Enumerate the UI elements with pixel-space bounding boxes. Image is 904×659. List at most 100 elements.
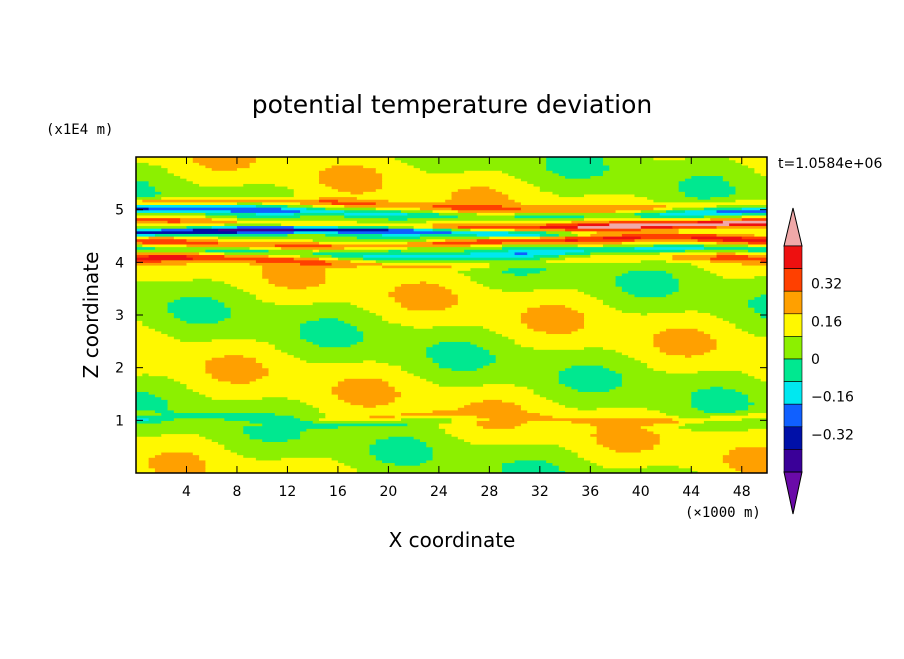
contour-cell	[407, 370, 560, 374]
contour-cell	[205, 465, 352, 469]
contour-cell	[457, 188, 497, 192]
contour-cell	[274, 243, 333, 248]
contour-cell	[748, 412, 767, 416]
contour-cell	[678, 278, 767, 282]
contour-cell	[464, 438, 598, 442]
contour-cell	[375, 441, 427, 445]
contour-cell	[382, 378, 427, 382]
contour-cell	[729, 465, 767, 469]
contour-cell	[136, 399, 169, 403]
contour-cell	[173, 236, 219, 240]
contour-cell	[710, 415, 767, 419]
contour-cell	[318, 196, 358, 200]
contour-cell	[501, 246, 636, 250]
contour-cell	[640, 225, 673, 229]
contour-cell	[136, 199, 143, 203]
contour-cell	[211, 357, 257, 361]
contour-cell	[432, 380, 560, 385]
contour-cell	[136, 233, 156, 237]
contour-cell	[262, 275, 326, 279]
contour-cell	[154, 188, 295, 192]
contour-cell	[255, 338, 307, 342]
contour-cell	[205, 370, 270, 374]
contour-cell	[520, 312, 585, 316]
contour-cell	[684, 157, 730, 161]
contour-cell	[205, 212, 257, 216]
contour-cell	[476, 233, 541, 237]
contour-cell	[716, 225, 767, 229]
contour-cell	[577, 309, 623, 313]
contour-cell	[666, 351, 705, 356]
contour-cell	[470, 228, 516, 232]
contour-cell	[659, 346, 718, 350]
contour-cell	[136, 241, 143, 245]
contour-cell	[211, 338, 257, 342]
contour-cell	[445, 430, 598, 435]
contour-cell	[205, 362, 263, 366]
contour-cell	[318, 241, 408, 245]
contour-cell	[419, 280, 427, 284]
contour-cell	[136, 359, 207, 363]
contour-cell	[678, 230, 767, 234]
contour-cell	[394, 288, 453, 292]
contour-cell	[331, 386, 396, 390]
contour-cell	[356, 325, 415, 329]
contour-cell	[432, 449, 572, 453]
contour-cell	[741, 417, 767, 421]
contour-cell	[584, 325, 737, 329]
contour-cell	[136, 212, 207, 216]
contour-cell	[520, 343, 655, 348]
contour-cell	[584, 317, 724, 321]
contour-cell	[375, 312, 522, 316]
contour-cell	[546, 164, 610, 169]
contour-cell	[634, 212, 661, 216]
contour-cell	[255, 212, 295, 216]
y-axis-label: Z coordinate	[79, 252, 103, 379]
contour-cell	[501, 465, 560, 469]
contour-cell	[489, 236, 541, 240]
contour-cell	[281, 222, 434, 227]
contour-cell	[136, 236, 150, 240]
contour-cell	[741, 214, 767, 219]
contour-cell	[167, 301, 225, 306]
contour-cell	[167, 404, 314, 408]
contour-cell	[584, 214, 642, 219]
contour-cell	[609, 220, 699, 224]
contour-cell	[300, 417, 320, 421]
contour-cell	[344, 378, 383, 382]
contour-cell	[748, 304, 767, 308]
contour-cell	[584, 320, 730, 324]
contour-cell	[590, 175, 692, 179]
contour-cell	[394, 286, 446, 290]
contour-cell	[590, 251, 661, 256]
contour-cell	[533, 183, 680, 187]
contour-cell	[388, 217, 408, 221]
contour-cell	[432, 228, 453, 232]
contour-cell	[470, 243, 503, 248]
contour-cell	[432, 454, 579, 458]
contour-cell	[754, 167, 767, 171]
contour-cell	[703, 409, 737, 414]
contour-cell	[136, 291, 251, 295]
contour-cell	[640, 312, 648, 316]
contour-cell	[205, 462, 345, 466]
contour-cell	[596, 296, 755, 300]
contour-cell	[741, 212, 767, 216]
contour-cell	[136, 188, 156, 192]
contour-cell	[628, 354, 686, 358]
contour-cell	[659, 433, 767, 437]
y-tick-label: 3	[115, 308, 124, 324]
contour-cell	[697, 196, 711, 200]
contour-cell	[748, 243, 767, 248]
contour-cell	[407, 217, 585, 221]
contour-cell	[508, 230, 547, 234]
contour-cell	[325, 275, 472, 279]
contour-cell	[337, 199, 389, 203]
contour-cell	[274, 343, 320, 348]
contour-cell	[300, 328, 358, 332]
contour-cell	[199, 162, 251, 166]
contour-cell	[154, 394, 207, 398]
contour-cell	[710, 196, 767, 200]
contour-cell	[331, 262, 383, 266]
